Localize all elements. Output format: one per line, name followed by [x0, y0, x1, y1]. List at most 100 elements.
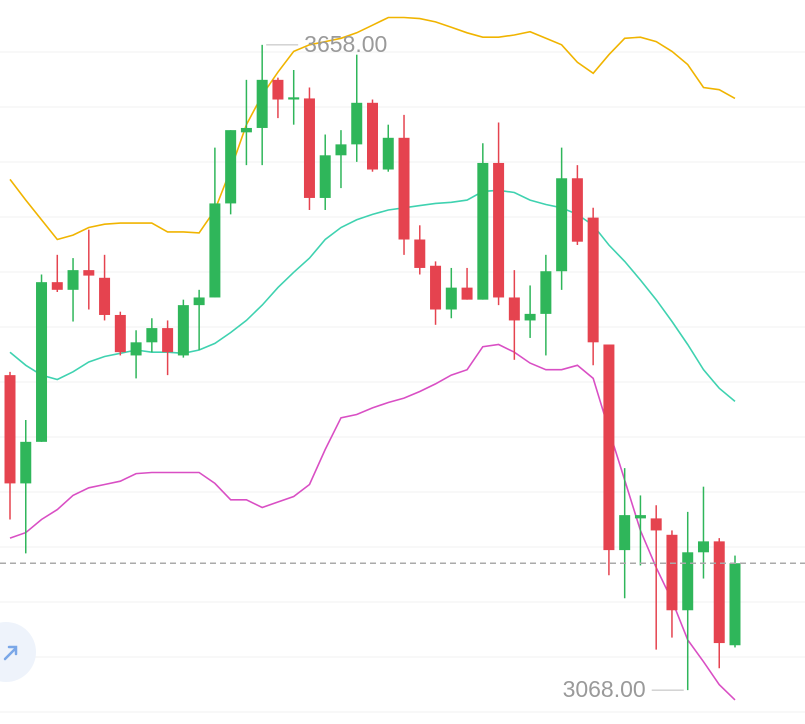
candle-body [430, 265, 442, 310]
candle-body [67, 270, 79, 290]
candle [193, 289, 205, 350]
candle [20, 419, 32, 554]
candle [209, 147, 221, 298]
candle-body [83, 270, 95, 276]
candle-body [587, 217, 599, 343]
candle [477, 143, 489, 300]
candle [4, 371, 16, 520]
candle [508, 270, 520, 360]
candle-body [477, 162, 489, 300]
candle-body [461, 287, 473, 300]
candle [177, 299, 189, 358]
candle [603, 344, 615, 576]
candle [414, 225, 426, 275]
candle [493, 122, 505, 306]
candle-body [603, 344, 615, 551]
candle [650, 505, 662, 650]
candle [240, 79, 252, 166]
candle-body [256, 79, 268, 128]
candle [225, 130, 237, 215]
candle-body [4, 375, 16, 484]
candle-body [20, 441, 32, 484]
candle-body [666, 534, 678, 611]
candle [83, 229, 95, 310]
candle-body [445, 287, 457, 310]
candle [51, 254, 63, 293]
candle [67, 258, 79, 322]
candle-body [130, 342, 142, 356]
candle-body [335, 144, 347, 156]
candle-body [367, 102, 378, 170]
min-label: 3068.00 [563, 676, 646, 702]
candle [682, 511, 694, 691]
max-label: 3658.00 [304, 31, 387, 57]
candle-body [729, 563, 741, 646]
candle-body [697, 541, 709, 553]
candle-body [382, 137, 394, 170]
candle [430, 261, 442, 325]
candle-body [272, 79, 284, 100]
candle [319, 134, 331, 210]
candle [461, 267, 473, 300]
arrow-icon[interactable] [3, 645, 18, 661]
candle [335, 130, 347, 189]
candle-body [682, 552, 694, 611]
candle [398, 114, 410, 255]
candle [634, 495, 646, 566]
candle-body [177, 305, 189, 356]
candle-body [540, 271, 552, 314]
candle [99, 254, 111, 321]
candle-body [493, 162, 505, 298]
candle-body [414, 239, 426, 268]
candle [666, 530, 678, 638]
candle-body [524, 313, 536, 321]
candle-body [51, 282, 63, 290]
candle-body [209, 203, 221, 298]
candle [571, 165, 583, 245]
candle [146, 318, 158, 353]
band-line [9, 189, 736, 403]
candle [351, 54, 363, 162]
candle-body [556, 178, 568, 272]
candle-body [288, 97, 300, 100]
candle-body [99, 277, 111, 315]
candle-body [303, 98, 315, 198]
candle-body [650, 518, 662, 531]
candle-body [319, 155, 331, 198]
candle-body [225, 130, 237, 204]
candle-body [162, 328, 174, 353]
candle [272, 77, 284, 119]
candle [587, 207, 599, 366]
candle-body [713, 541, 725, 644]
candle-body [351, 102, 363, 145]
candle [556, 147, 568, 290]
candle [367, 99, 378, 172]
candle-body [193, 297, 205, 306]
candle-body [114, 314, 126, 353]
candle-body [146, 328, 158, 343]
candle [713, 538, 725, 669]
band-line [9, 16, 736, 241]
candle [619, 468, 631, 599]
trend-button[interactable] [0, 622, 36, 682]
candle [540, 254, 552, 356]
candle [36, 274, 48, 442]
candle-body [619, 515, 631, 551]
candle [162, 320, 174, 376]
candle-body [508, 297, 520, 321]
candle [130, 330, 142, 379]
candle [445, 267, 457, 319]
candle-body [240, 127, 252, 133]
candle-body [36, 282, 48, 442]
candle [256, 44, 268, 166]
candle-body [634, 515, 646, 519]
candle [524, 285, 536, 338]
candle-body [398, 137, 410, 240]
candle [382, 124, 394, 172]
candle [303, 87, 315, 210]
candle-body [571, 178, 583, 242]
candle [114, 311, 126, 356]
button-bg[interactable] [0, 622, 36, 682]
